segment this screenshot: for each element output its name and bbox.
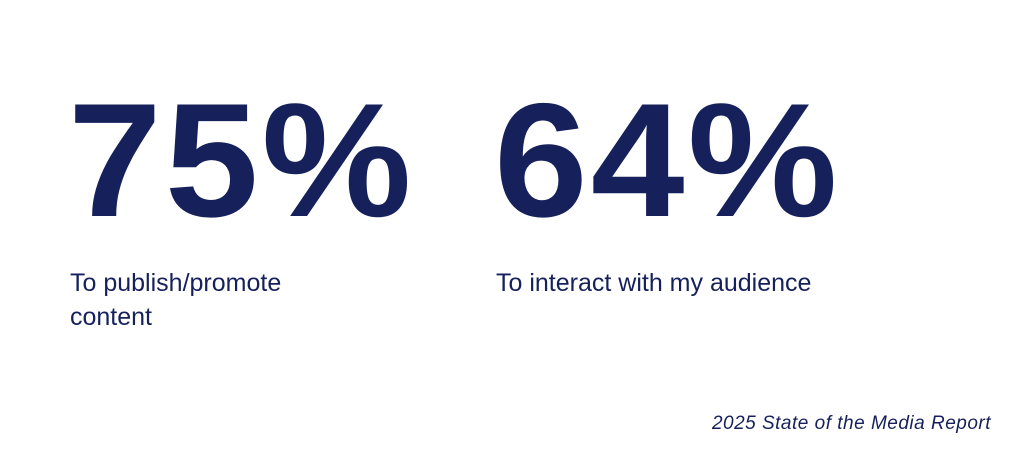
stat-label: To publish/promote content [70,269,282,331]
stat-value: 75% [68,70,415,251]
source-caption: 2025 State of the Media Report [711,413,991,434]
stat-label: To interact with my audience [496,269,812,297]
stat-interact-audience: 64% To interact with my audience [494,80,837,298]
stat-value: 64% [494,70,841,251]
stat-publish-promote: 75% To publish/promote content [68,80,411,332]
